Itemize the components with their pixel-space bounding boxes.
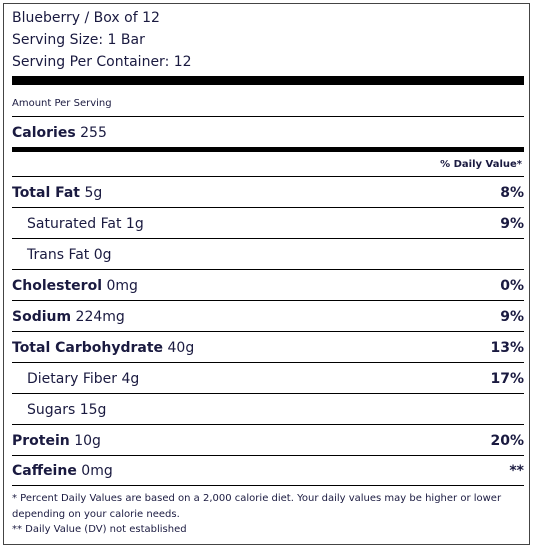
calories-value: 255 xyxy=(80,125,107,141)
nutrient-daily-value: 9% xyxy=(500,216,524,232)
nutrient-label: Cholesterol xyxy=(12,278,102,294)
calories-row: Calories 255 xyxy=(12,123,524,143)
nutrient-amount: 1g xyxy=(125,216,144,232)
nutrient-row-sugars: Sugars 15g xyxy=(12,400,524,420)
nutrient-label: Trans Fat xyxy=(27,247,90,263)
nutrient-row-cholesterol: Cholesterol 0mg 0% xyxy=(12,276,524,296)
nutrient-daily-value: 20% xyxy=(490,433,524,449)
thick-divider xyxy=(12,76,524,85)
nutrient-label: Total Carbohydrate xyxy=(12,340,164,356)
nutrient-label: Sugars xyxy=(27,402,76,418)
nutrient-daily-value: 13% xyxy=(490,340,524,356)
amount-per-serving: Amount Per Serving xyxy=(12,98,112,109)
nutrient-amount: 224mg xyxy=(75,309,125,325)
nutrition-facts-panel: Blueberry / Box of 12 Serving Size: 1 Ba… xyxy=(3,3,530,545)
nutrient-amount: 0g xyxy=(93,247,112,263)
nutrient-daily-value: 0% xyxy=(500,278,524,294)
nutrient-label: Dietary Fiber xyxy=(27,371,118,387)
divider xyxy=(12,238,524,239)
nutrient-label: Saturated Fat xyxy=(27,216,122,232)
footnote-dv-not-established: ** Daily Value (DV) not established xyxy=(12,524,187,535)
nutrient-daily-value: 9% xyxy=(500,309,524,325)
nutrient-row-protein: Protein 10g 20% xyxy=(12,431,524,451)
medium-divider xyxy=(12,147,524,152)
nutrient-label: Total Fat xyxy=(12,185,81,201)
nutrient-row-total-carbohydrate: Total Carbohydrate 40g 13% xyxy=(12,338,524,358)
divider xyxy=(12,331,524,332)
nutrient-daily-value: 8% xyxy=(500,185,524,201)
product-name: Blueberry / Box of 12 xyxy=(12,10,160,26)
nutrient-label: Caffeine xyxy=(12,463,77,479)
divider xyxy=(12,269,524,270)
nutrient-amount: 0mg xyxy=(81,463,113,479)
nutrient-row-dietary-fiber: Dietary Fiber 4g 17% xyxy=(12,369,524,389)
nutrient-row-trans-fat: Trans Fat 0g xyxy=(12,245,524,265)
nutrient-label: Sodium xyxy=(12,309,72,325)
nutrient-amount: 5g xyxy=(84,185,103,201)
serving-size: Serving Size: 1 Bar xyxy=(12,32,145,48)
divider xyxy=(12,424,524,425)
daily-value-heading: % Daily Value* xyxy=(440,159,522,170)
nutrient-amount: 0mg xyxy=(106,278,138,294)
divider xyxy=(12,455,524,456)
divider xyxy=(12,300,524,301)
footnote-daily-values: * Percent Daily Values are based on a 2,… xyxy=(12,493,502,520)
nutrient-row-saturated-fat: Saturated Fat 1g 9% xyxy=(12,214,524,234)
divider xyxy=(12,362,524,363)
divider xyxy=(12,485,524,486)
nutrient-daily-value: 17% xyxy=(490,371,524,387)
calories-label: Calories xyxy=(12,125,76,141)
divider xyxy=(12,207,524,208)
nutrient-amount: 4g xyxy=(121,371,140,387)
nutrient-daily-value: ** xyxy=(509,463,524,479)
divider xyxy=(12,393,524,394)
nutrient-amount: 10g xyxy=(74,433,101,449)
nutrient-amount: 40g xyxy=(167,340,195,356)
nutrient-row-sodium: Sodium 224mg 9% xyxy=(12,307,524,327)
nutrient-amount: 15g xyxy=(79,402,107,418)
divider xyxy=(12,116,524,117)
nutrient-row-caffeine: Caffeine 0mg ** xyxy=(12,461,524,481)
nutrient-row-total-fat: Total Fat 5g 8% xyxy=(12,183,524,203)
servings-per-container: Serving Per Container: 12 xyxy=(12,54,192,70)
divider xyxy=(12,176,524,177)
nutrient-label: Protein xyxy=(12,433,70,449)
